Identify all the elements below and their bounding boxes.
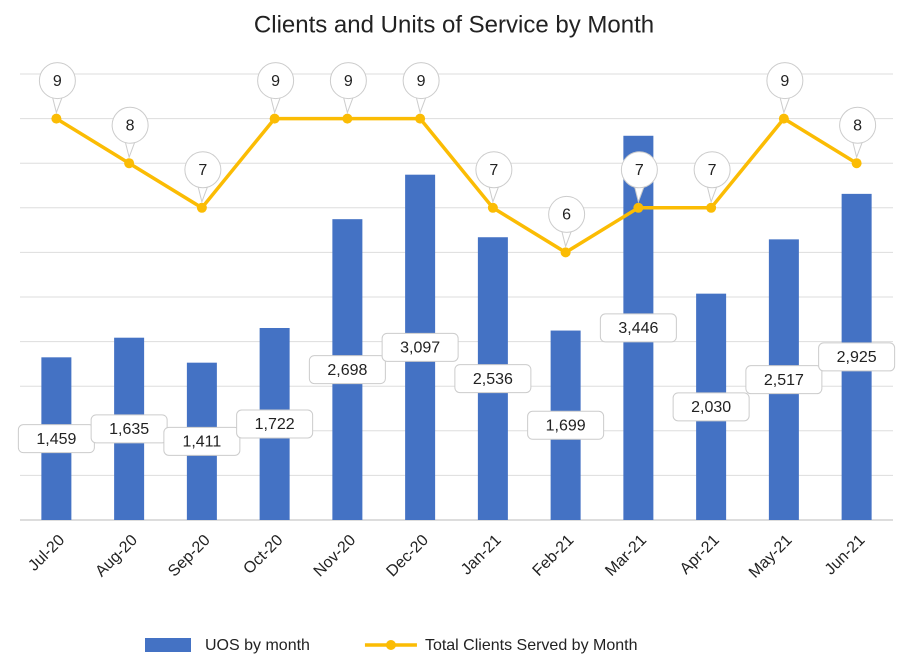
data-label-box [163, 426, 241, 456]
x-tick-label: May-21 [746, 532, 796, 582]
legend-swatch [145, 638, 191, 652]
data-label: 1,699 [546, 417, 586, 434]
data-label: 1,411 [182, 434, 221, 451]
data-label-box [745, 365, 823, 395]
x-tick-label: Dec-20 [383, 532, 432, 581]
x-tick-label: Nov-20 [311, 532, 360, 581]
data-label-bubble [620, 151, 658, 189]
data-label-bubble [488, 185, 500, 204]
line-point [415, 113, 426, 124]
data-label: 9 [271, 73, 280, 90]
data-label: 2,517 [764, 372, 804, 389]
data-label: 2,030 [691, 399, 731, 416]
data-label-bubble [766, 62, 804, 100]
data-label-box [381, 332, 459, 362]
data-label-box [236, 409, 314, 439]
x-tick-label: Sep-20 [165, 532, 214, 581]
x-tick-label: Feb-21 [530, 532, 578, 580]
data-label: 9 [417, 73, 426, 90]
data-label: 7 [198, 162, 207, 179]
data-label-bubble [415, 96, 427, 115]
line-point [487, 202, 498, 213]
x-tick-label: Mar-21 [602, 532, 650, 580]
data-label: 2,536 [473, 371, 513, 388]
data-label: 3,097 [400, 340, 440, 357]
data-label-bubble [51, 96, 63, 115]
data-label-bubble [342, 96, 354, 115]
data-label-bubble [402, 62, 440, 100]
data-label-bubble [693, 151, 731, 189]
data-label: 7 [708, 162, 717, 179]
data-label: 8 [126, 117, 135, 134]
data-label-box [818, 342, 896, 372]
line-point [196, 202, 207, 213]
data-label-bubble [124, 141, 136, 159]
data-label-box [672, 392, 750, 422]
data-label-box [308, 355, 386, 385]
data-label: 7 [635, 162, 644, 179]
data-label-bubble [257, 62, 295, 100]
data-label-bubble [706, 185, 718, 204]
data-label-box [454, 364, 532, 394]
data-label: 1,459 [36, 431, 76, 448]
data-label: 9 [53, 73, 62, 90]
x-tick-label: Oct-20 [240, 532, 286, 578]
line-point [124, 158, 135, 169]
data-label-box [599, 313, 677, 343]
data-label-box [527, 410, 605, 440]
line-point [706, 202, 717, 213]
data-label: 9 [780, 73, 789, 90]
line-point [51, 113, 62, 124]
line [55, 116, 858, 255]
chart-title: Clients and Units of Service by Month [254, 11, 654, 38]
x-tick-label: Jan-21 [458, 532, 505, 579]
data-label-bubble [329, 62, 367, 100]
x-tick-label: Aug-20 [92, 532, 141, 581]
data-label: 2,925 [837, 349, 877, 366]
legend-swatch [385, 640, 396, 650]
data-label: 1,722 [255, 416, 295, 433]
line-point [778, 113, 789, 124]
data-label-bubble [633, 185, 645, 204]
data-label-bubble [779, 96, 791, 115]
data-label-bubble [197, 185, 209, 204]
legend-label: Total Clients Served by Month [425, 637, 638, 654]
x-tick-label: Jul-20 [25, 532, 68, 575]
data-label-bubble [852, 141, 864, 159]
x-tick-label: Jun-21 [822, 532, 869, 579]
line-point [633, 202, 644, 213]
line-point [851, 158, 862, 169]
data-label-bubble [38, 62, 76, 100]
legend-label: UOS by month [205, 637, 310, 654]
data-label: 2,698 [327, 362, 367, 379]
data-label-bubble [184, 151, 222, 189]
data-label: 9 [344, 73, 353, 90]
data-label-bubble [548, 195, 586, 233]
data-label-bubble [475, 151, 513, 189]
x-tick-label: Apr-21 [677, 532, 723, 578]
line-point [269, 113, 280, 124]
data-label-bubble [561, 230, 573, 249]
data-label: 1,635 [109, 421, 149, 438]
data-label: 6 [562, 207, 571, 224]
data-label: 3,446 [618, 320, 658, 337]
line-point [342, 113, 353, 124]
data-label-bubble [839, 106, 877, 144]
data-label-bubble [111, 106, 149, 144]
line-point [560, 247, 571, 258]
data-label: 8 [853, 117, 862, 134]
data-label: 7 [489, 162, 498, 179]
data-label-bubble [270, 96, 282, 115]
